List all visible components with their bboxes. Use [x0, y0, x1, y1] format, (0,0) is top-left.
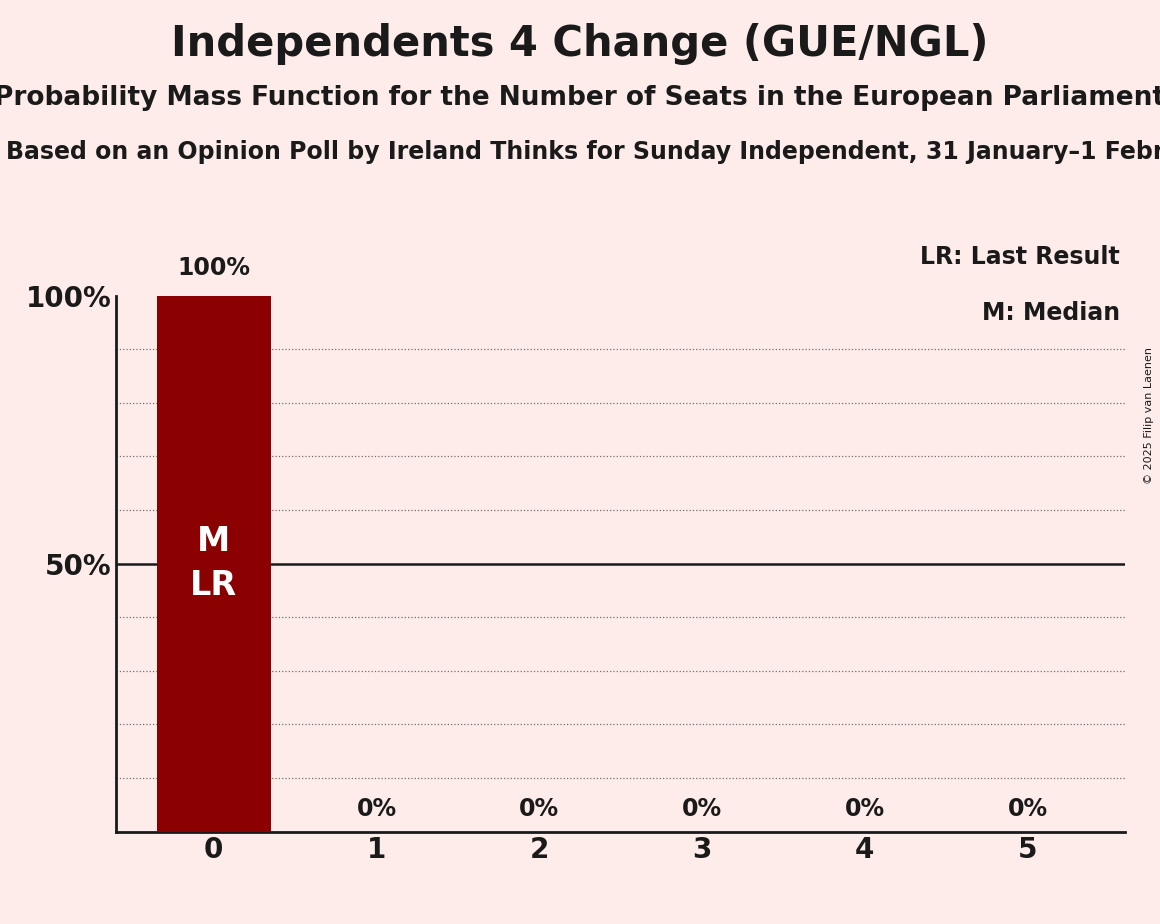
Text: M
LR: M LR — [190, 526, 238, 602]
Text: Probability Mass Function for the Number of Seats in the European Parliament: Probability Mass Function for the Number… — [0, 85, 1160, 111]
Text: M: Median: M: Median — [983, 301, 1121, 325]
Text: 0%: 0% — [682, 796, 722, 821]
Text: 0%: 0% — [356, 796, 397, 821]
Text: LR: Last Result: LR: Last Result — [920, 245, 1121, 269]
Text: 100%: 100% — [177, 256, 251, 280]
Text: 0%: 0% — [1008, 796, 1047, 821]
Text: Based on an Opinion Poll by Ireland Thinks for Sunday Independent, 31 January–1 : Based on an Opinion Poll by Ireland Thin… — [6, 140, 1160, 164]
Text: 0%: 0% — [520, 796, 559, 821]
Text: © 2025 Filip van Laenen: © 2025 Filip van Laenen — [1144, 347, 1154, 484]
Bar — [157, 296, 270, 832]
Text: Independents 4 Change (GUE/NGL): Independents 4 Change (GUE/NGL) — [172, 23, 988, 65]
Text: 0%: 0% — [844, 796, 885, 821]
